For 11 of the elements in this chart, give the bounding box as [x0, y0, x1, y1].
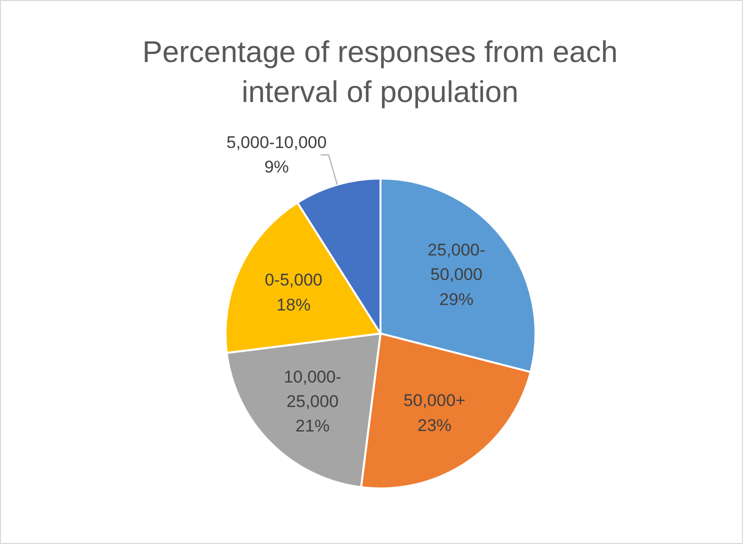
chart-title: Percentage of responses from each interval of population [142, 36, 618, 109]
slice-label: 5,000-10,000 [226, 133, 327, 152]
data-label: 29% [439, 290, 474, 309]
data-label: 9% [264, 158, 289, 177]
slice-label: 10,000-25,000 [284, 367, 342, 411]
data-label: 21% [296, 416, 330, 436]
data-label: 18% [276, 295, 311, 314]
slice-label: 25,000-50,000 [428, 240, 486, 284]
slice-label: 0-5,000 [264, 270, 322, 290]
data-label: 23% [418, 416, 452, 435]
slice-label: 50,000+ [404, 391, 466, 410]
